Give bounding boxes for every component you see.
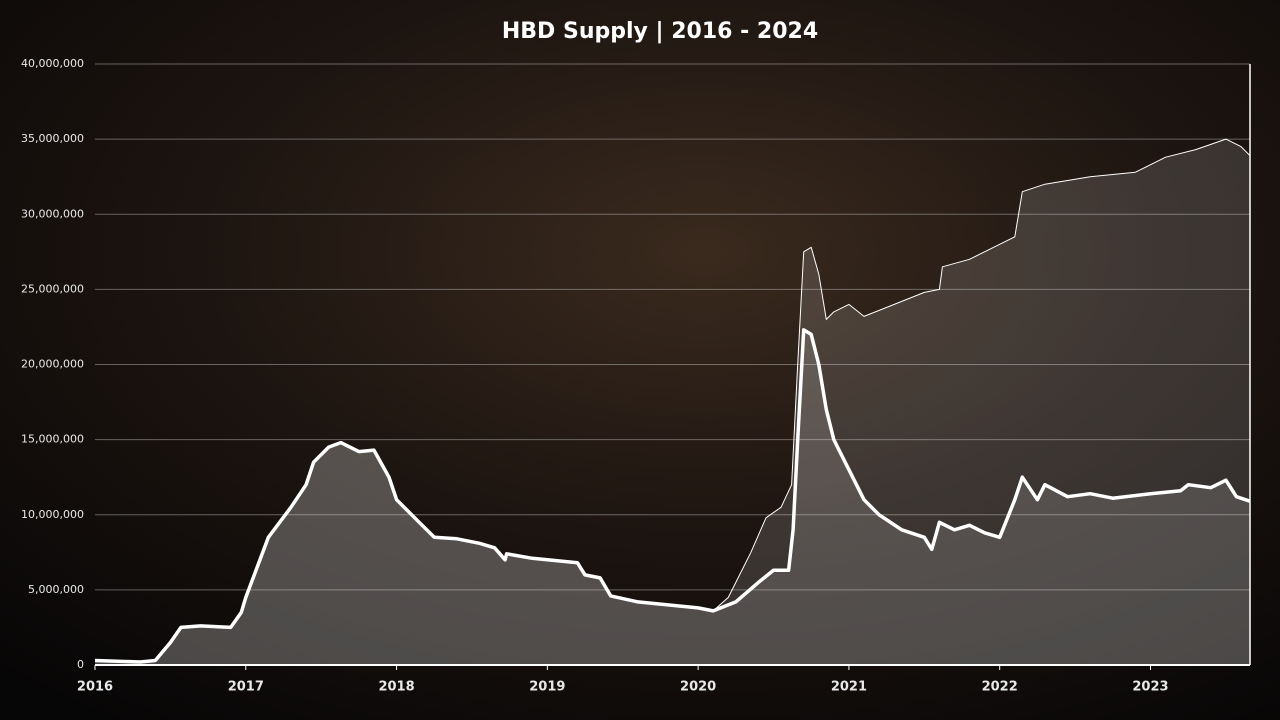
area-fill — [95, 139, 1250, 666]
y-tick-label: 15,000,000 — [21, 433, 84, 446]
chart-title: HBD Supply | 2016 - 2024 — [502, 19, 818, 44]
series-line — [94, 328, 1251, 664]
y-tick-label: 0 — [77, 658, 84, 671]
x-tick-label: 2022 — [982, 680, 1018, 695]
x-tick-label: 2023 — [1132, 680, 1168, 695]
x-tick-label: 2018 — [378, 680, 414, 695]
x-tick-label: 2019 — [529, 680, 565, 695]
y-tick-label: 35,000,000 — [21, 132, 84, 145]
y-tick-label: 10,000,000 — [21, 508, 84, 521]
x-tick-label: 2016 — [77, 680, 113, 695]
y-tick-label: 30,000,000 — [21, 207, 84, 220]
x-tick-label: 2021 — [831, 680, 867, 695]
x-tick-label: 2020 — [680, 680, 716, 695]
area-fill — [95, 329, 1250, 665]
y-tick-label: 40,000,000 — [21, 57, 84, 70]
y-tick-label: 20,000,000 — [21, 358, 84, 371]
y-tick-label: 25,000,000 — [21, 282, 84, 295]
x-tick-label: 2017 — [228, 680, 264, 695]
y-tick-label: 5,000,000 — [28, 583, 84, 596]
